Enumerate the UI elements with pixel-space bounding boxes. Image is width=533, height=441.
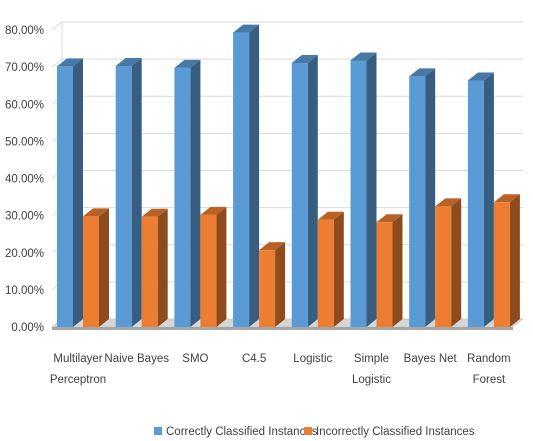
bar-top-face [317, 211, 344, 220]
bar-front-face [200, 214, 217, 327]
bar-front-face [174, 67, 191, 328]
bar-incorrect [376, 214, 403, 327]
bar-side-face [99, 208, 109, 327]
bar-correct [409, 68, 436, 327]
bar-front-face [467, 80, 484, 328]
bar-correct [291, 55, 318, 327]
bar-incorrect [83, 208, 109, 327]
y-tick-label: 70.00% [5, 62, 44, 74]
bar-front-face [493, 202, 510, 327]
bar-correct [174, 59, 201, 328]
bar-front-face [259, 250, 276, 327]
bar-top-face [233, 24, 260, 33]
y-tick-label: 10.00% [5, 285, 44, 297]
y-tick-label: 80.00% [5, 25, 44, 37]
legend-swatch-incorrect [304, 427, 312, 435]
bar-top-face [259, 242, 286, 251]
bar-front-face [376, 222, 393, 327]
bar-top-face [83, 208, 109, 217]
bar-side-face [483, 72, 494, 328]
y-tick-label: 30.00% [5, 211, 44, 223]
bar-incorrect [493, 194, 520, 327]
x-category-label: Multilayer Perceptron [50, 353, 106, 386]
gridline [51, 21, 523, 31]
legend-label-incorrect: Incorrectly Classified Instances [316, 426, 475, 438]
bar-top-face [376, 214, 403, 223]
bar-front-face [233, 32, 250, 327]
y-tick-label: 20.00% [5, 248, 44, 260]
bar-top-face [115, 58, 142, 67]
bar-front-face [141, 216, 158, 327]
bar-top-face [174, 59, 201, 68]
y-tick-label: 50.00% [5, 136, 44, 148]
bar-correct [350, 52, 377, 327]
bar-front-face [435, 206, 452, 327]
bar-correct [57, 58, 83, 327]
y-tick-label: 40.00% [5, 174, 44, 186]
legend-swatch-correct [154, 427, 162, 435]
bar-side-face [190, 59, 201, 328]
bar-side-face [333, 211, 344, 327]
bar-incorrect [259, 242, 286, 327]
bar-front-face [409, 76, 426, 327]
x-category-label: Naive Bayes [104, 353, 169, 365]
bar-side-face [451, 198, 462, 327]
bar-front-face [115, 66, 132, 327]
x-category-label: Logistic [293, 353, 332, 365]
bar-top-face [350, 52, 377, 61]
bar-side-face [275, 242, 286, 327]
bar-top-face [467, 72, 494, 81]
bar-front-face [350, 60, 367, 327]
bar-front-face [83, 216, 99, 327]
y-tick-label: 0.00% [11, 322, 44, 334]
bar-top-face [57, 58, 83, 67]
bar-side-face [131, 58, 142, 327]
bar-correct [233, 24, 260, 327]
bar-top-face [493, 194, 520, 203]
bar-side-face [216, 206, 227, 327]
bar-side-face [366, 52, 377, 327]
bar-correct [115, 58, 142, 327]
bar-incorrect [317, 211, 344, 327]
bar-top-face [409, 68, 436, 77]
x-category-label: Simple Logistic [352, 353, 391, 386]
bar-side-face [73, 58, 83, 327]
bar-front-face [317, 219, 334, 327]
x-category-label: SMO [182, 353, 208, 365]
bar-top-face [435, 198, 462, 207]
bar-front-face [291, 63, 308, 327]
bar-correct [467, 72, 494, 328]
bar-side-face [425, 68, 436, 327]
bar-side-face [157, 208, 168, 327]
bars [57, 24, 520, 328]
bar-side-face [249, 24, 260, 327]
x-category-label: C4.5 [242, 353, 266, 365]
y-tick-label: 60.00% [5, 99, 44, 111]
bar-top-face [291, 55, 318, 64]
bar-side-face [307, 55, 318, 327]
x-category-label: Random Forest [467, 353, 510, 386]
bar-side-face [509, 194, 520, 327]
bar-side-face [392, 214, 403, 327]
bar-front-face [57, 66, 73, 327]
floor-edge [52, 327, 513, 330]
bar-top-face [141, 208, 168, 217]
legend: Correctly Classified InstancesIncorrectl… [154, 426, 475, 438]
bar-incorrect [435, 198, 462, 327]
legend-label-correct: Correctly Classified Instances [166, 426, 318, 438]
y-axis-tick-labels: 0.00% 10.00% 20.00% 30.00% 40.00% 50.00% 60.00… [5, 25, 44, 334]
bar-top-face [200, 206, 227, 215]
bar-incorrect [141, 208, 168, 327]
x-category-label: Bayes Net [404, 353, 458, 365]
bar-incorrect [200, 206, 227, 327]
